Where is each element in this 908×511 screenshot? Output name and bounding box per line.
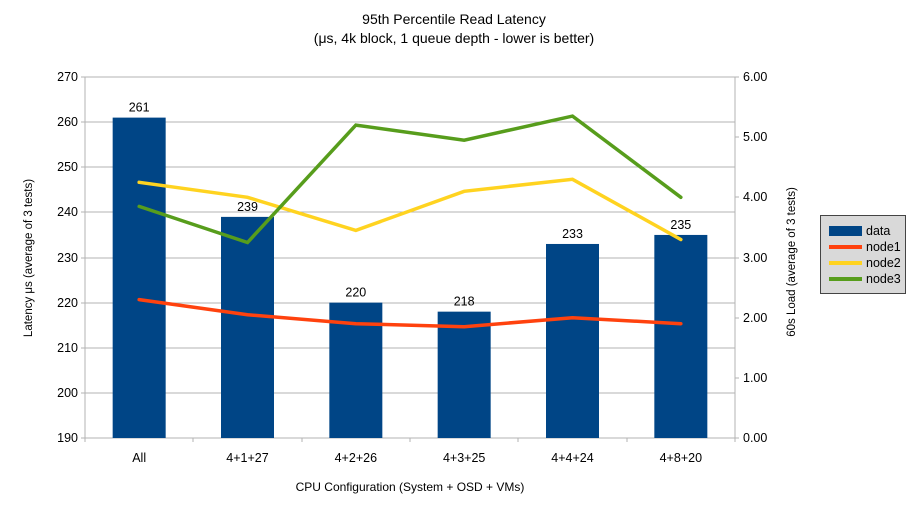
- bar: [654, 234, 708, 438]
- left-axis-tick-label: 220: [57, 296, 78, 310]
- legend-label: node1: [866, 240, 901, 254]
- bar-value-label: 233: [562, 227, 583, 241]
- category-label: 4+3+25: [443, 451, 485, 465]
- line-series-node1: [137, 297, 683, 329]
- bar: [221, 216, 274, 438]
- right-axis-tick-label: 3.00: [743, 251, 767, 265]
- category-label: 4+1+27: [226, 451, 268, 465]
- chart-title-line1: 95th Percentile Read Latency: [362, 11, 546, 27]
- line-series-node3: [137, 114, 683, 245]
- bar-value-label: 218: [454, 295, 475, 309]
- legend: data node1 node2 node3: [820, 215, 906, 294]
- bar: [546, 243, 599, 438]
- left-axis-tick-label: 240: [57, 205, 78, 219]
- legend-item-node3: node3: [829, 271, 901, 287]
- bar-value-label: 220: [345, 286, 366, 300]
- legend-item-node2: node2: [829, 255, 901, 271]
- legend-item-node1: node1: [829, 239, 901, 255]
- right-axis-tick-label: 1.00: [743, 371, 767, 385]
- left-axis-tick-label: 210: [57, 341, 78, 355]
- right-axis-tick-label: 6.00: [743, 70, 767, 84]
- axis-lines: [84, 77, 736, 442]
- category-label: 4+4+24: [551, 451, 593, 465]
- bar-value-label: 235: [670, 218, 691, 232]
- legend-swatch-node2: [829, 261, 862, 265]
- category-label: 4+2+26: [335, 451, 377, 465]
- category-labels: All 4+1+27 4+2+26 4+3+25 4+4+24 4+8+20: [132, 451, 702, 465]
- legend-swatch-node1: [829, 245, 862, 249]
- bar-value-label: 239: [237, 200, 258, 214]
- legend-swatch-data: [829, 226, 862, 236]
- category-label: All: [132, 451, 146, 465]
- right-axis-tick-label: 2.00: [743, 311, 767, 325]
- right-axis-title: 60s Load (average of 3 tests): [786, 187, 798, 337]
- left-axis-tick-label: 230: [57, 251, 78, 265]
- left-axis-tick-label: 270: [57, 70, 78, 84]
- left-axis-tick-label: 190: [57, 431, 78, 445]
- category-label: 4+8+20: [660, 451, 702, 465]
- right-axis-tick-label: 5.00: [743, 130, 767, 144]
- line-series-node2: [137, 177, 683, 242]
- x-axis-title: CPU Configuration (System + OSD + VMs): [295, 480, 525, 494]
- right-axis-tick-label: 4.00: [743, 190, 767, 204]
- axis-tick-labels: 190 200 210 220 230 240 250 260 270 0.00 1.00 2.00 3…: [57, 70, 767, 445]
- left-axis-tick-label: 200: [57, 386, 78, 400]
- legend-item-data: data: [829, 223, 899, 239]
- left-axis-tick-label: 250: [57, 160, 78, 174]
- legend-label: data: [866, 224, 891, 238]
- legend-label: node2: [866, 256, 901, 270]
- legend-label: node3: [866, 272, 901, 286]
- left-axis-tick-label: 260: [57, 115, 78, 129]
- chart-title: 95th Percentile Read Latency (μs, 4k blo…: [0, 10, 908, 48]
- bar: [437, 311, 491, 438]
- bar-value-label: 261: [129, 101, 150, 115]
- chart-title-line2: (μs, 4k block, 1 queue depth - lower is …: [313, 30, 595, 46]
- legend-swatch-node3: [829, 277, 862, 281]
- bar: [112, 117, 166, 439]
- left-axis-title: Latency μs (average of 3 tests): [23, 178, 35, 338]
- right-axis-tick-label: 0.00: [743, 431, 767, 445]
